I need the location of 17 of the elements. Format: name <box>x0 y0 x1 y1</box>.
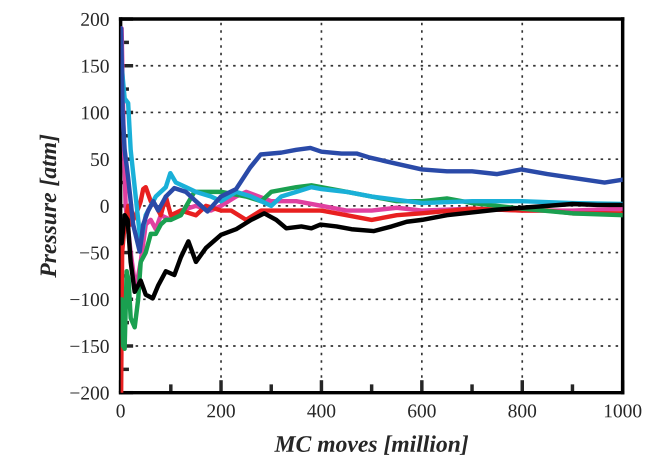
y-tick-label: 100 <box>82 106 109 120</box>
y-tick-label: −100 <box>70 293 109 306</box>
y-tick-label: −200 <box>70 386 109 400</box>
y-tick-label: 150 <box>82 60 109 73</box>
x-tick-label: 200 <box>207 404 235 418</box>
x-axis-title: MC moves [million] <box>274 435 468 455</box>
x-tick-label: 600 <box>408 404 436 418</box>
x-tick-label: 800 <box>508 404 536 418</box>
x-tick-label: 1000 <box>604 404 642 418</box>
y-tick-label: 50 <box>91 152 109 166</box>
y-tick-label: −50 <box>80 246 109 260</box>
y-axis-title: Pressure [atm] <box>40 134 60 278</box>
y-tick-label: −150 <box>70 340 109 353</box>
y-tick-label: 200 <box>81 12 109 26</box>
x-tick-label: 400 <box>307 404 336 418</box>
y-tick-label: 0 <box>100 200 109 213</box>
x-tick-label: 0 <box>116 404 125 418</box>
